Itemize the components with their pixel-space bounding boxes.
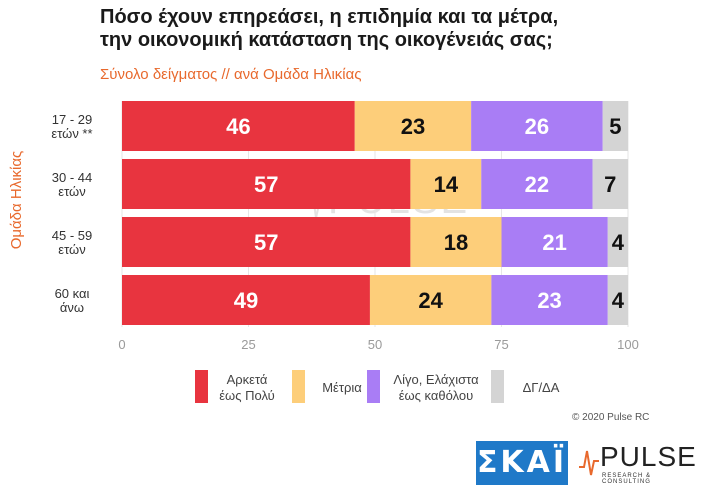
- legend-label-dk-l1: ΔΓ/ΔΑ: [522, 380, 560, 395]
- data-label-row0-series0: 46: [226, 114, 250, 139]
- bar-segment-row2-series2: [501, 217, 608, 267]
- category-label-30-44: 30 - 44 ετών: [52, 170, 92, 199]
- legend-label-dk: ΔΓ/ΔΑ: [511, 380, 571, 396]
- data-label-row0-series1: 23: [401, 114, 425, 139]
- chart-title-line-1: Πόσο έχουν επηρεάσει, η επιδημία και τα …: [100, 6, 559, 28]
- category-label-line-2-0: 45 - 59: [52, 228, 92, 243]
- data-label-row2-series3: 4: [612, 230, 625, 255]
- pulse-logo-icon: [579, 450, 599, 476]
- bar-segment-row0-series2: [471, 101, 603, 151]
- bar-segment-row2-series1: [410, 217, 502, 267]
- data-label-row1-series3: 7: [604, 172, 616, 197]
- legend-label-very-l1: Αρκετά: [226, 372, 268, 387]
- bar-segment-row1-series0: [122, 159, 411, 209]
- legend-swatch-very: [195, 370, 208, 403]
- legend-swatch-dk: [491, 370, 504, 403]
- bar-segment-row0-series1: [354, 101, 472, 151]
- chart-title-line-2: την οικονομική κατάσταση της οικογένειάς…: [100, 29, 553, 51]
- data-label-row3-series3: 4: [612, 288, 625, 313]
- data-label-row3-series2: 23: [537, 288, 561, 313]
- legend-swatch-little: [367, 370, 380, 403]
- legend-label-little: Λίγο, Ελάχιστα έως καθόλου: [385, 372, 487, 404]
- x-tick-label-3: 75: [494, 337, 508, 352]
- legend-label-very-l2: έως Πολύ: [219, 388, 275, 403]
- data-label-row2-series1: 18: [444, 230, 468, 255]
- bar-segment-row0-series0: [122, 101, 355, 151]
- x-tick-label-0: 0: [118, 337, 125, 352]
- bar-segment-row3-series3: [607, 275, 628, 325]
- data-label-row1-series0: 57: [254, 172, 278, 197]
- category-label-line-1-1: ετών: [58, 184, 85, 199]
- skai-logo: ΣΚΑΪ: [476, 441, 568, 485]
- pulse-logo-name: PULSE: [600, 441, 697, 472]
- chart-bars: 46 23 26 5 57 14 22 7 57 18 21 4 49 24 23 4: [122, 101, 628, 325]
- category-label-17-29: 17 - 29 ετών **: [51, 112, 92, 141]
- category-label-line-1-0: 30 - 44: [52, 170, 92, 185]
- data-label-row0-series2: 26: [525, 114, 549, 139]
- chart-subtitle: Σύνολο δείγματος // ανά Ομάδα Ηλικίας: [100, 66, 362, 83]
- category-label-45-59: 45 - 59 ετών: [52, 228, 92, 257]
- data-label-row3-series1: 24: [418, 288, 443, 313]
- data-label-row2-series0: 57: [254, 230, 278, 255]
- legend-label-moderate: Μέτρια: [312, 380, 372, 396]
- legend-swatch-moderate: [292, 370, 305, 403]
- legend-label-very: Αρκετά έως Πολύ: [213, 372, 281, 404]
- legend-label-little-l2: έως καθόλου: [398, 388, 474, 403]
- bar-segment-row1-series1: [410, 159, 482, 209]
- bar-segment-row3-series0: [122, 275, 370, 325]
- bar-segment-row2-series0: [122, 217, 411, 267]
- bar-segment-row1-series3: [592, 159, 628, 209]
- legend-label-little-l1: Λίγο, Ελάχιστα: [393, 372, 479, 387]
- bar-segment-row1-series2: [481, 159, 593, 209]
- category-label-60-: 60 και άνω: [55, 286, 90, 315]
- pulse-logo: PULSE RESEARCH & CONSULTING: [578, 441, 696, 485]
- category-label-line-2-1: ετών: [58, 242, 85, 257]
- category-label-line-0-1: ετών **: [51, 126, 92, 141]
- bar-segment-row3-series2: [491, 275, 608, 325]
- bar-segment-row2-series3: [607, 217, 628, 267]
- data-label-row0-series3: 5: [609, 114, 621, 139]
- legend-label-moderate-l1: Μέτρια: [322, 380, 362, 395]
- category-label-line-3-0: 60 και: [55, 286, 90, 301]
- x-tick-label-1: 25: [241, 337, 255, 352]
- category-label-line-0-0: 17 - 29: [52, 112, 92, 127]
- data-label-row1-series1: 14: [434, 172, 459, 197]
- x-tick-label-2: 50: [368, 337, 382, 352]
- data-label-row2-series2: 21: [542, 230, 566, 255]
- pulse-logo-sub: RESEARCH & CONSULTING: [602, 473, 652, 485]
- x-axis-ticks: 0 25 50 75 100: [118, 337, 638, 352]
- chart-title: Πόσο έχουν επηρεάσει, η επιδημία και τα …: [100, 6, 660, 52]
- bar-segment-row0-series3: [602, 101, 628, 151]
- copyright: © 2020 Pulse RC: [572, 412, 650, 423]
- data-label-row3-series0: 49: [234, 288, 258, 313]
- x-tick-label-4: 100: [617, 337, 639, 352]
- category-label-line-3-1: άνω: [60, 300, 84, 315]
- bar-segment-row3-series1: [369, 275, 492, 325]
- data-label-row1-series2: 22: [525, 172, 549, 197]
